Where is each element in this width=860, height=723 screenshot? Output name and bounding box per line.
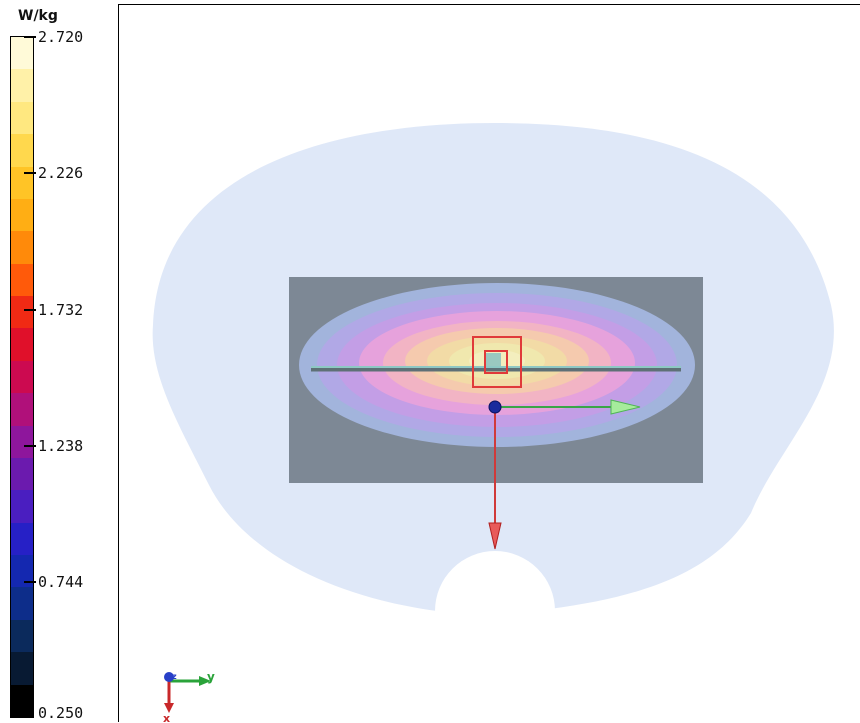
colorbar-band	[11, 555, 33, 591]
colorbar-band	[11, 101, 33, 138]
legend-tick-label-max: 2.720	[38, 28, 84, 46]
colorbar-band	[11, 328, 33, 365]
legend-tick-label-5: 0.744	[38, 573, 84, 591]
3d-viewport[interactable]: y z x	[118, 4, 860, 723]
colorbar-band	[11, 37, 33, 73]
legend-tick-label-min: 0.250	[38, 704, 84, 722]
colorbar-band	[11, 457, 33, 494]
legend-unit-label: W/kg	[18, 8, 58, 24]
zoom-scan-outer-box	[472, 336, 522, 388]
colorbar-band	[11, 587, 33, 624]
orientation-triad: y z x	[163, 670, 215, 723]
legend-tick-label-2: 2.226	[38, 164, 84, 182]
triad-y-label: y	[207, 670, 215, 684]
legend-tick-mark	[24, 445, 36, 447]
colorbar-band	[11, 134, 33, 170]
colorbar-band	[11, 69, 33, 106]
legend-tick-mark	[24, 309, 36, 311]
colorbar-band	[11, 684, 33, 717]
triad-x-label: x	[163, 712, 170, 723]
colorbar-band	[11, 393, 33, 429]
colorbar-band	[11, 490, 33, 527]
legend-tick-label-4: 1.238	[38, 437, 84, 455]
colorbar-gradient	[10, 36, 34, 718]
colorbar-band	[11, 522, 33, 559]
legend-tick-mark	[24, 36, 36, 38]
colorbar-legend: W/kg 2.720 2.226 1.732 1.238 0.744 0.250	[0, 0, 118, 722]
triad-z-label: z	[172, 672, 177, 681]
colorbar-band	[11, 425, 33, 462]
colorbar-band	[11, 198, 33, 235]
colorbar-band	[11, 263, 33, 300]
colorbar-band	[11, 652, 33, 688]
colorbar-band	[11, 231, 33, 268]
sar-heatmap	[299, 283, 695, 447]
zoom-scan-inner-box	[484, 350, 508, 374]
colorbar-band	[11, 296, 33, 332]
legend-tick-mark	[24, 581, 36, 583]
colorbar-band	[11, 166, 33, 203]
origin-marker	[488, 400, 502, 414]
legend-tick-label-3: 1.732	[38, 301, 84, 319]
colorbar-band	[11, 619, 33, 656]
legend-tick-mark	[24, 172, 36, 174]
colorbar-band	[11, 360, 33, 397]
sar-visualization: y z x	[152, 123, 834, 723]
